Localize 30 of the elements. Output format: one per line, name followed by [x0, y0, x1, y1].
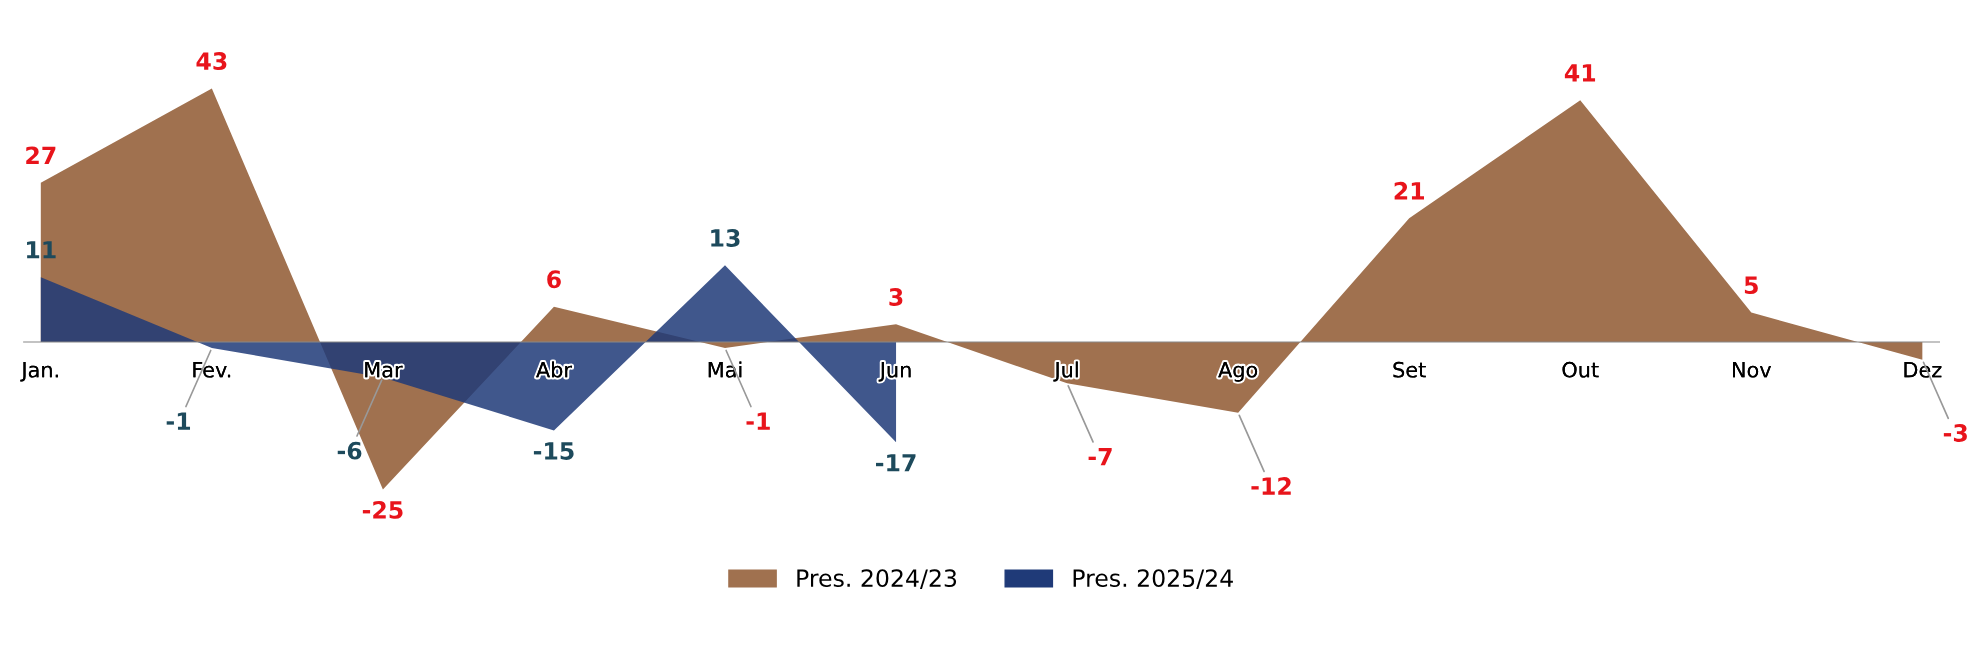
x-tick-label: Mar	[365, 362, 403, 378]
legend-label: Pres. 2024/23	[797, 569, 957, 589]
data-label: -3	[1943, 424, 1967, 442]
data-label: -1	[166, 412, 191, 430]
data-label: -17	[876, 454, 916, 472]
x-tick-label: Fev.	[193, 362, 231, 378]
data-label: 41	[1564, 64, 1596, 82]
x-tick-label: Abr	[536, 361, 572, 378]
data-label: 3	[889, 288, 903, 306]
x-tick-label: Dez	[1904, 362, 1942, 378]
x-tick-label: Nov	[1733, 362, 1771, 378]
data-label: 13	[711, 229, 740, 247]
data-label: 6	[547, 270, 561, 289]
data-label: -1	[746, 412, 770, 430]
legend-label: Pres. 2025/24	[1073, 569, 1233, 589]
data-label: 21	[1394, 181, 1424, 200]
data-label: -7	[1088, 447, 1112, 466]
data-label: 43	[196, 52, 227, 70]
x-tick-label: Jul	[1053, 361, 1078, 382]
data-label: 27	[26, 146, 56, 165]
data-label: -15	[533, 442, 574, 460]
x-tick-label: Jan.	[20, 362, 58, 382]
x-tick-label: Set	[1393, 361, 1426, 378]
x-tick-label: Mai	[708, 361, 742, 378]
data-label: 5	[1744, 276, 1758, 295]
data-label: -12	[1251, 477, 1291, 495]
data-label: -6	[337, 441, 362, 460]
data-label: -25	[362, 501, 403, 519]
x-tick-label: Out	[1562, 361, 1599, 378]
x-tick-label: Ago	[1218, 362, 1258, 382]
